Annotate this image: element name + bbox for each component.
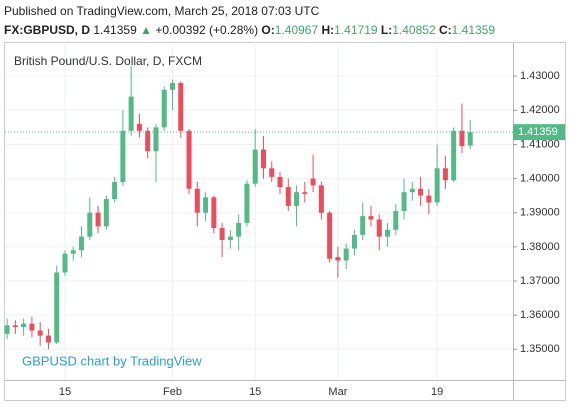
candle-body [79, 236, 85, 251]
candle-body [120, 130, 126, 182]
candle-body [343, 248, 349, 261]
candle-body [376, 219, 382, 237]
candle-body [153, 127, 159, 152]
candle-body [426, 195, 432, 203]
candle-body [87, 212, 93, 237]
price: 1.41359 [93, 23, 137, 37]
candle-body [368, 216, 374, 220]
candle-body [186, 130, 192, 189]
change: +0.00392 (+0.28%) [155, 23, 258, 37]
candle-body [318, 185, 324, 213]
candle-body [45, 335, 51, 343]
candle-body [203, 197, 209, 213]
y-tick-label: 1.41000 [520, 138, 560, 150]
candle-body [12, 325, 18, 328]
candle-body [244, 183, 250, 223]
open-label: O: [261, 23, 274, 37]
grid [5, 42, 513, 380]
y-tick-label: 1.42000 [520, 104, 560, 116]
candle-body [269, 168, 275, 177]
candle-body [62, 253, 68, 273]
candle-body [409, 188, 415, 193]
candle-body [277, 176, 283, 188]
candle-body [211, 197, 217, 229]
candle-body [327, 212, 333, 259]
chart-title: British Pound/U.S. Dollar, D, FXCM [14, 54, 202, 68]
candle-body [302, 192, 308, 194]
candle-body [29, 323, 35, 331]
candle-body [112, 181, 118, 200]
high-label: H: [322, 23, 335, 37]
candle-body [136, 123, 142, 131]
arrow: ▲ [140, 23, 152, 37]
candle-body [219, 228, 225, 241]
close-label: C: [439, 23, 452, 37]
candle-body [37, 330, 43, 336]
candle-body [236, 222, 242, 237]
high: 1.41719 [334, 23, 378, 37]
y-tick-label: 1.43000 [520, 70, 560, 82]
candle-body [70, 250, 76, 254]
x-tick-label: Mar [328, 386, 347, 398]
y-tick-label: 1.38000 [520, 241, 560, 253]
y-tick-label: 1.39000 [520, 207, 560, 219]
candle-body [294, 192, 300, 206]
candle-body [451, 130, 457, 181]
low: 1.40852 [392, 23, 436, 37]
plot [4, 65, 513, 350]
close: 1.41359 [452, 23, 496, 37]
x-tick-label: 19 [431, 386, 443, 398]
candle-body [434, 168, 440, 203]
candle-body [467, 132, 473, 146]
candle-body [285, 187, 291, 206]
candle-body [459, 130, 465, 147]
y-tick-label: 1.37000 [520, 275, 560, 287]
candle-body [170, 82, 175, 90]
open: 1.40967 [275, 23, 319, 37]
candle-body [4, 325, 10, 334]
x-tick-label: 15 [59, 386, 71, 398]
candle-body [351, 234, 357, 249]
candle-body [385, 229, 391, 237]
low-label: L: [381, 23, 392, 37]
candle-body [401, 192, 407, 211]
candle-body [335, 257, 341, 261]
symbol: FX:GBPUSD, D [4, 23, 90, 37]
candle-body [252, 149, 258, 184]
last-price-label: 1.41359 [518, 126, 558, 138]
candle-body [178, 82, 184, 131]
candle-body [360, 216, 366, 235]
candle-body [227, 236, 233, 241]
candle-body [128, 96, 134, 131]
candle-body [21, 323, 27, 328]
candle-body [103, 199, 109, 227]
candle-body [393, 211, 399, 230]
candle-body [418, 188, 424, 196]
quote-line: FX:GBPUSD, D 1.41359 ▲ +0.00392 (+0.28%)… [4, 23, 495, 37]
candle-body [145, 130, 151, 152]
candle-body [161, 89, 167, 128]
candle-body [95, 212, 101, 227]
y-tick-label: 1.36000 [520, 309, 560, 321]
candle-body [260, 149, 266, 169]
last-price-box [513, 124, 565, 141]
x-tick-label: 15 [249, 386, 261, 398]
published: Published on TradingView.com, March 25, … [4, 4, 320, 18]
watermark: GBPUSD chart by TradingView [22, 353, 202, 368]
candle-body [310, 178, 316, 186]
y-tick-label: 1.40000 [520, 172, 560, 184]
y-tick-label: 1.35000 [520, 343, 560, 355]
candle-body [54, 272, 60, 343]
candle-body [442, 168, 448, 181]
candle-body [194, 188, 200, 213]
x-tick-label: Feb [163, 386, 182, 398]
